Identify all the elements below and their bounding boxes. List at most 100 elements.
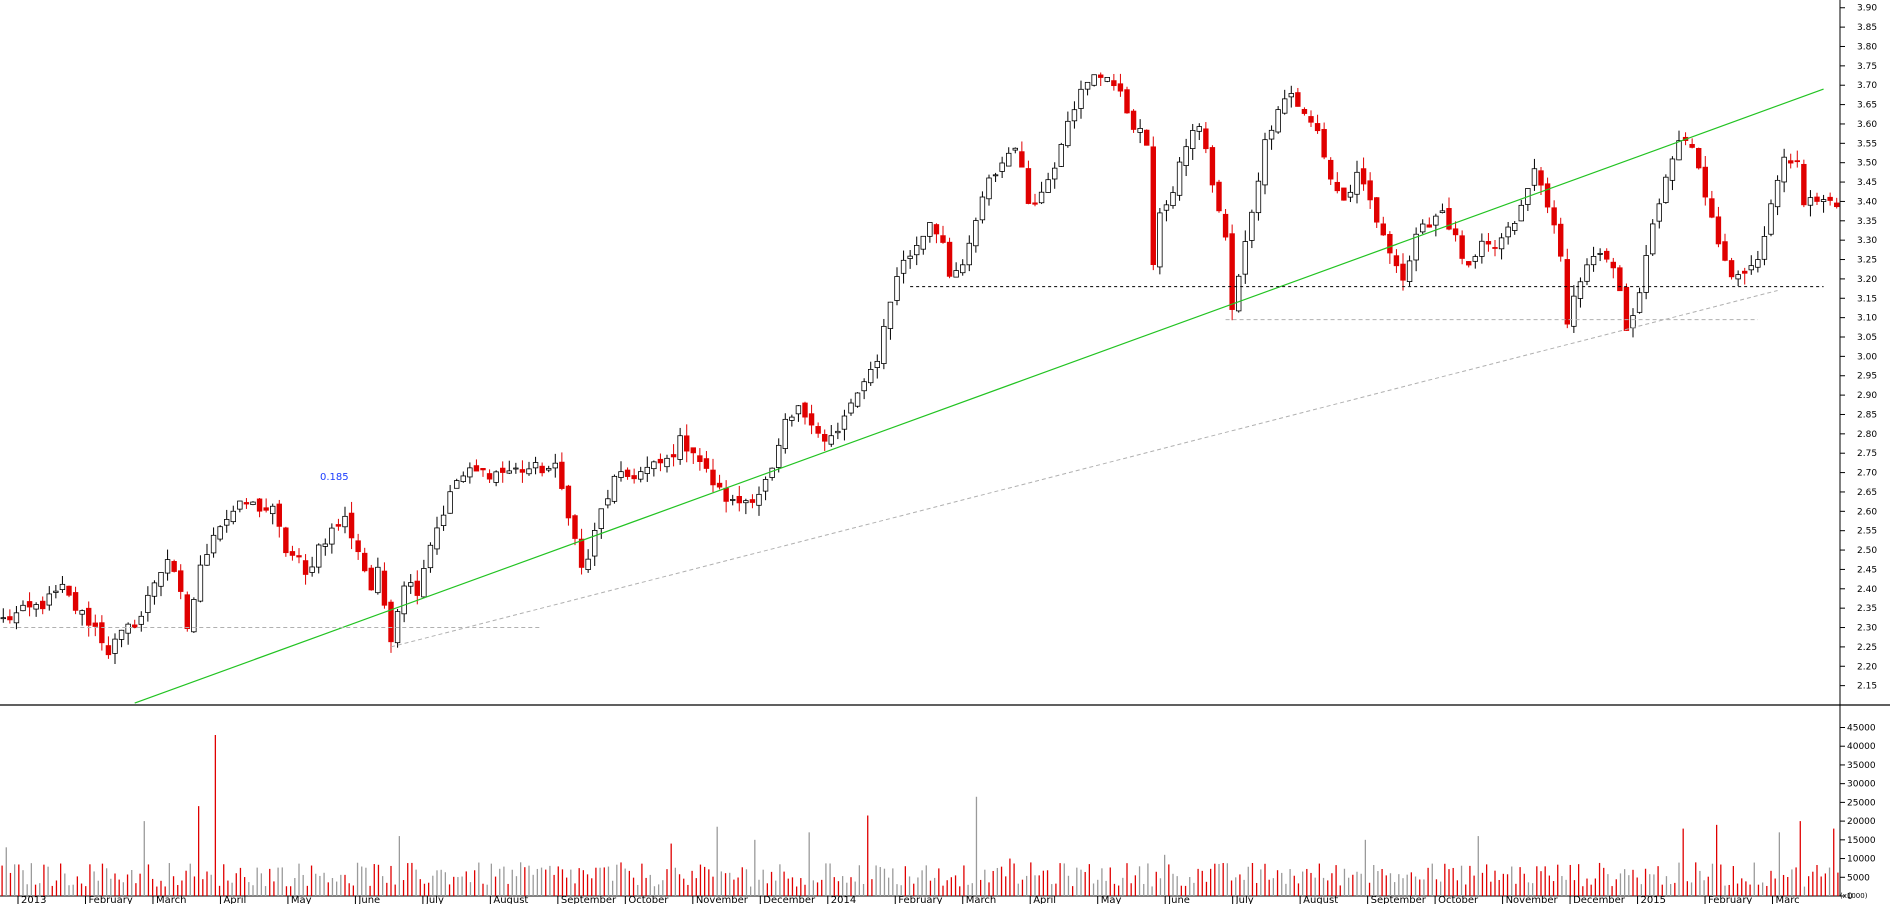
candle bbox=[1768, 199, 1774, 237]
candle bbox=[920, 235, 926, 255]
candle bbox=[7, 609, 13, 624]
candle bbox=[670, 444, 677, 467]
candle bbox=[1571, 285, 1577, 333]
candle bbox=[145, 586, 151, 622]
candle bbox=[1834, 197, 1840, 209]
candle bbox=[408, 574, 414, 594]
candle bbox=[677, 427, 683, 465]
candle bbox=[1558, 217, 1564, 262]
month-label: September bbox=[1371, 895, 1427, 904]
candle bbox=[1505, 221, 1511, 245]
candle bbox=[171, 559, 177, 573]
candle bbox=[828, 424, 834, 447]
volume-axis: 45000 40000 35000 30000 25000 20000 15000 10000… bbox=[1840, 723, 1876, 902]
price-tick-label: 3.90 bbox=[1857, 4, 1877, 14]
candle bbox=[197, 555, 204, 603]
candle bbox=[565, 484, 572, 526]
candle bbox=[1268, 125, 1275, 150]
candle bbox=[263, 498, 269, 513]
price-tick-label: 3.35 bbox=[1857, 217, 1877, 227]
candle bbox=[1512, 221, 1518, 235]
candle bbox=[1347, 184, 1354, 203]
candle bbox=[1111, 73, 1117, 91]
candle bbox=[973, 217, 979, 253]
candle bbox=[1709, 190, 1715, 219]
candle bbox=[592, 522, 598, 566]
candle bbox=[467, 462, 473, 484]
price-tick-label: 3.70 bbox=[1857, 81, 1877, 91]
candle bbox=[946, 237, 953, 279]
volume-tick-label: 45000 bbox=[1847, 723, 1876, 733]
candle bbox=[552, 453, 558, 478]
candle bbox=[1170, 186, 1176, 209]
candle bbox=[1623, 283, 1630, 331]
candle bbox=[368, 564, 374, 591]
candle bbox=[960, 259, 966, 276]
candle bbox=[1420, 219, 1426, 235]
price-tick-label: 2.60 bbox=[1857, 507, 1877, 517]
candle bbox=[178, 564, 184, 600]
candle bbox=[782, 413, 788, 454]
candle bbox=[716, 474, 723, 490]
price-tick-label: 2.50 bbox=[1857, 546, 1877, 556]
price-tick-label: 3.40 bbox=[1857, 197, 1877, 207]
candle bbox=[874, 354, 880, 379]
candle bbox=[1282, 89, 1288, 115]
candle bbox=[881, 318, 887, 370]
candle bbox=[900, 250, 907, 284]
candle bbox=[421, 559, 427, 599]
price-tick-label: 3.65 bbox=[1857, 101, 1877, 111]
candle bbox=[789, 414, 795, 427]
candle bbox=[1387, 231, 1393, 264]
price-tick-label: 3.10 bbox=[1857, 314, 1877, 324]
candle bbox=[401, 581, 407, 623]
month-label: December bbox=[763, 895, 816, 904]
price-tick-label: 2.75 bbox=[1857, 449, 1877, 459]
candle bbox=[1190, 123, 1196, 160]
candle bbox=[1065, 111, 1071, 148]
price-tick-label: 3.25 bbox=[1857, 256, 1877, 266]
month-label: September bbox=[561, 895, 617, 904]
price-tick-label: 3.15 bbox=[1857, 294, 1877, 304]
candle bbox=[684, 424, 690, 463]
candle bbox=[631, 468, 637, 484]
price-tick-label: 2.35 bbox=[1857, 604, 1877, 614]
candle bbox=[348, 501, 355, 550]
candle bbox=[1222, 208, 1229, 241]
candle bbox=[927, 222, 933, 243]
volume-tick-label: 15000 bbox=[1847, 836, 1876, 846]
volume-unit-label: (x1000) bbox=[1840, 892, 1868, 900]
candle bbox=[1367, 172, 1373, 209]
volume-tick-label: 30000 bbox=[1847, 780, 1876, 790]
candle bbox=[1098, 72, 1104, 87]
candle bbox=[1498, 233, 1505, 260]
candle bbox=[1761, 226, 1768, 266]
candle bbox=[414, 570, 420, 605]
candle bbox=[112, 633, 118, 664]
candle bbox=[335, 518, 342, 531]
candle bbox=[381, 562, 388, 609]
candle bbox=[1722, 233, 1728, 262]
candle bbox=[1255, 172, 1262, 221]
candle bbox=[1052, 162, 1058, 189]
price-tick-label: 2.55 bbox=[1857, 527, 1877, 537]
candle bbox=[749, 494, 756, 509]
candle bbox=[1781, 148, 1787, 193]
price-tick-label: 2.85 bbox=[1857, 410, 1877, 420]
price-tick-label: 3.45 bbox=[1857, 178, 1877, 188]
candle bbox=[1479, 233, 1485, 264]
candle bbox=[1262, 132, 1268, 195]
candle bbox=[1518, 199, 1524, 222]
price-tick-label: 2.30 bbox=[1857, 624, 1877, 634]
candle bbox=[1236, 273, 1242, 313]
candle bbox=[690, 447, 696, 464]
candle bbox=[1676, 130, 1682, 161]
candle bbox=[1038, 181, 1045, 205]
month-label: 2015 bbox=[1641, 895, 1666, 904]
candle bbox=[289, 545, 296, 561]
price-tick-label: 2.70 bbox=[1857, 469, 1877, 479]
candle bbox=[1275, 106, 1281, 134]
candle bbox=[1702, 156, 1708, 206]
candle bbox=[710, 458, 716, 493]
